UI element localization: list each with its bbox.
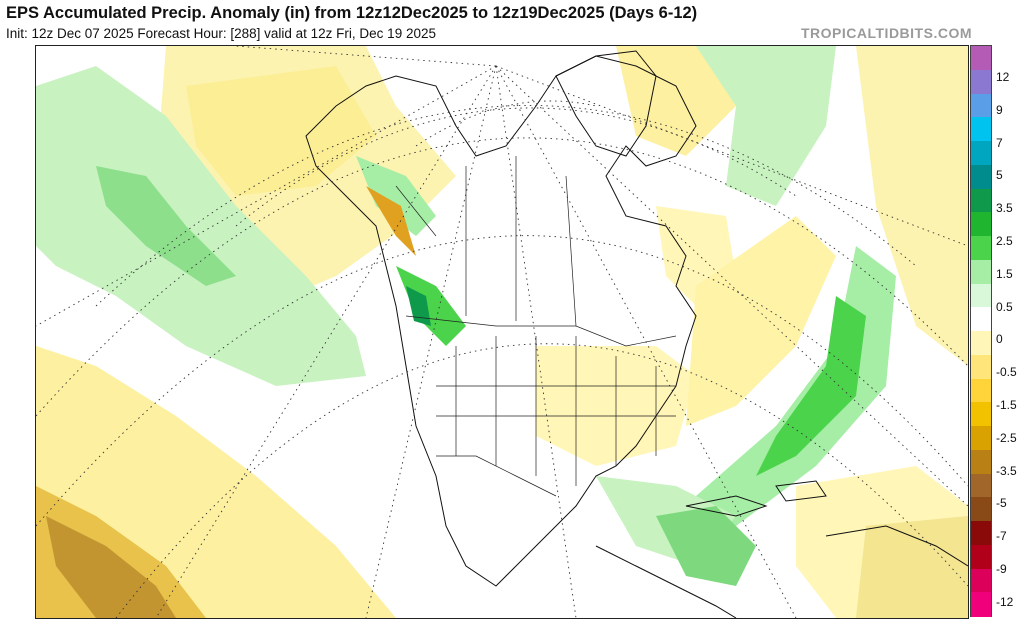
province-lines (465, 156, 577, 327)
coastlines (305, 50, 968, 618)
latitude-circle-1 (415, 100, 597, 147)
legend-swatch (971, 69, 991, 94)
legend-tick-label: 0 (996, 332, 1003, 347)
dry-anomaly-atlantic (686, 216, 836, 426)
legend-swatch (971, 426, 991, 451)
legend-tick-label: -5 (996, 496, 1007, 511)
dry-anomaly-subtropical-deep (46, 516, 176, 618)
legend-swatch (971, 188, 991, 213)
legend-tick-label: 2.5 (996, 234, 1013, 248)
legend-swatch (971, 307, 991, 332)
wet-anomaly-atlantic-core (756, 296, 866, 476)
south-america-coast (825, 525, 968, 567)
meridian-3 (365, 65, 497, 618)
legend-tick-label: 0.5 (996, 299, 1013, 314)
legend-tick-label: -12 (996, 594, 1014, 609)
legend-swatch (971, 544, 991, 569)
legend-swatch (971, 473, 991, 498)
legend-tick-label: 7 (996, 135, 1003, 150)
legend-swatch (971, 93, 991, 118)
brand-watermark: TROPICALTIDBITS.COM (800, 25, 972, 41)
latitude-circle-3 (95, 105, 917, 307)
wet-anomaly-pnw-core (406, 286, 431, 326)
dry-anomaly-greenland (616, 46, 736, 156)
chart-subtitle: Init: 12z Dec 07 2025 Forecast Hour: [28… (6, 26, 436, 41)
meridian-1 (36, 65, 497, 327)
legend-swatch (971, 378, 991, 403)
wet-anomaly-north-atlantic (696, 46, 836, 206)
legend-tick-label: -9 (996, 562, 1007, 576)
meridian-2 (155, 65, 497, 618)
legend-tick-label: 1.5 (996, 266, 1013, 281)
central-america-coast (595, 545, 737, 618)
dry-anomaly-pacific-core (186, 66, 376, 196)
color-scale-legend (970, 45, 992, 617)
legend-tick-label: -3.5 (996, 463, 1017, 478)
legend-swatch (971, 402, 991, 427)
legend-tick-label: -0.5 (996, 365, 1017, 380)
wet-anomaly-north-pacific-core (96, 166, 236, 286)
dry-anomaly-east-atlantic (856, 46, 968, 366)
wet-anomaly-pnw (396, 266, 466, 346)
dry-anomaly-bc-coast (366, 186, 416, 256)
legend-tick-label: 5 (996, 168, 1003, 183)
legend-tick-label: 12 (996, 70, 1010, 84)
state-lines (436, 336, 676, 486)
north-america-coast (305, 55, 697, 587)
wet-anomaly-caribbean (656, 506, 756, 586)
map-panel[interactable] (35, 45, 969, 619)
legend-swatch (971, 592, 991, 617)
legend-tick-label: 3.5 (996, 201, 1013, 216)
legend-tick-label: 9 (996, 102, 1003, 117)
legend-swatch (971, 449, 991, 474)
legend-swatch (971, 354, 991, 379)
legend-swatch (971, 331, 991, 356)
alaska-border (395, 185, 437, 237)
legend-tick-label: -2.5 (996, 430, 1017, 445)
legend-tick-label: -7 (996, 529, 1007, 544)
legend-swatch (971, 141, 991, 166)
wet-anomaly-alaska-coast (356, 156, 436, 236)
legend-swatch (971, 164, 991, 189)
legend-swatch (971, 236, 991, 261)
wet-anomaly-north-pacific (36, 66, 366, 386)
hispaniola-coast (775, 480, 827, 502)
latitude-circle-4 (36, 137, 968, 417)
legend-swatch (971, 568, 991, 593)
political-borders (395, 156, 677, 497)
legend-swatch (971, 521, 991, 546)
legend-swatch (971, 497, 991, 522)
chart-title: EPS Accumulated Precip. Anomaly (in) fro… (6, 4, 698, 22)
legend-swatch (971, 117, 991, 142)
legend-swatch (971, 283, 991, 308)
mixed-anomaly-south-america (856, 516, 968, 618)
legend-swatch (971, 46, 991, 71)
graticule (36, 46, 968, 618)
greenland-coast (555, 50, 657, 157)
precip-anomaly-map (36, 46, 968, 618)
cuba-coast (685, 495, 768, 517)
legend-swatch (971, 259, 991, 284)
latitude-circle-5 (36, 235, 968, 527)
legend-swatch (971, 212, 991, 237)
legend-tick-label: -1.5 (996, 398, 1017, 412)
meridian-5 (495, 65, 797, 618)
